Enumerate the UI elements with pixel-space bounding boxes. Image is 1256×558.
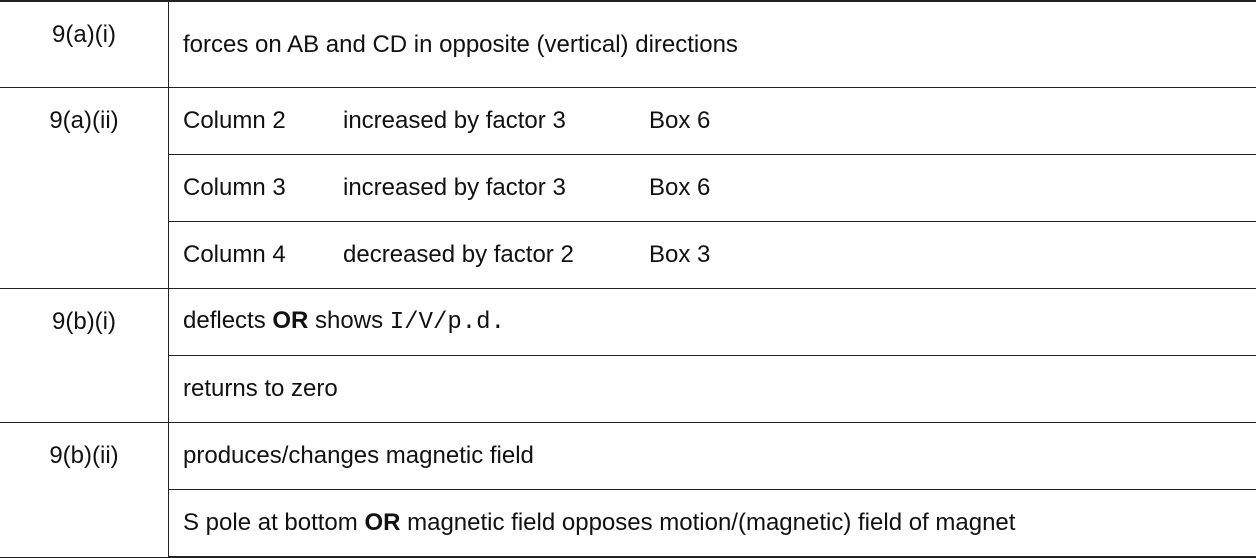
box-label: Box 6 bbox=[649, 174, 710, 201]
column-label: Column 2 bbox=[183, 107, 343, 135]
question-number: 9(b)(i) bbox=[0, 289, 169, 423]
quantity-symbols: I/V/p.d. bbox=[390, 309, 505, 336]
change-description: decreased by factor 2 bbox=[343, 241, 649, 269]
table-row: 9(b)(i) deflects OR shows I/V/p.d. bbox=[0, 289, 1256, 356]
question-number: 9(a)(ii) bbox=[0, 88, 169, 289]
table-row: S pole at bottom OR magnetic field oppos… bbox=[0, 490, 1256, 558]
question-number: 9(b)(ii) bbox=[0, 423, 169, 558]
question-number: 9(a)(i) bbox=[0, 1, 169, 88]
box-label: Box 3 bbox=[649, 241, 710, 268]
box-label: Box 6 bbox=[649, 107, 710, 134]
table-row: 9(b)(ii) produces/changes magnetic field bbox=[0, 423, 1256, 490]
answer-text: returns to zero bbox=[169, 356, 1256, 423]
or-keyword: OR bbox=[272, 307, 308, 334]
answer-text: forces on AB and CD in opposite (vertica… bbox=[169, 1, 1256, 88]
answer-text: produces/changes magnetic field bbox=[169, 423, 1256, 490]
change-description: increased by factor 3 bbox=[343, 107, 649, 135]
table-row: returns to zero bbox=[0, 356, 1256, 423]
table-row: 9(a)(i) forces on AB and CD in opposite … bbox=[0, 1, 1256, 88]
change-description: increased by factor 3 bbox=[343, 174, 649, 202]
column-label: Column 4 bbox=[183, 241, 343, 269]
answer-fragment: deflects bbox=[183, 307, 272, 334]
answer-fragment: shows bbox=[308, 307, 389, 334]
answer-text: S pole at bottom OR magnetic field oppos… bbox=[169, 490, 1256, 558]
column-label: Column 3 bbox=[183, 174, 343, 202]
answer-text: deflects OR shows I/V/p.d. bbox=[169, 289, 1256, 356]
